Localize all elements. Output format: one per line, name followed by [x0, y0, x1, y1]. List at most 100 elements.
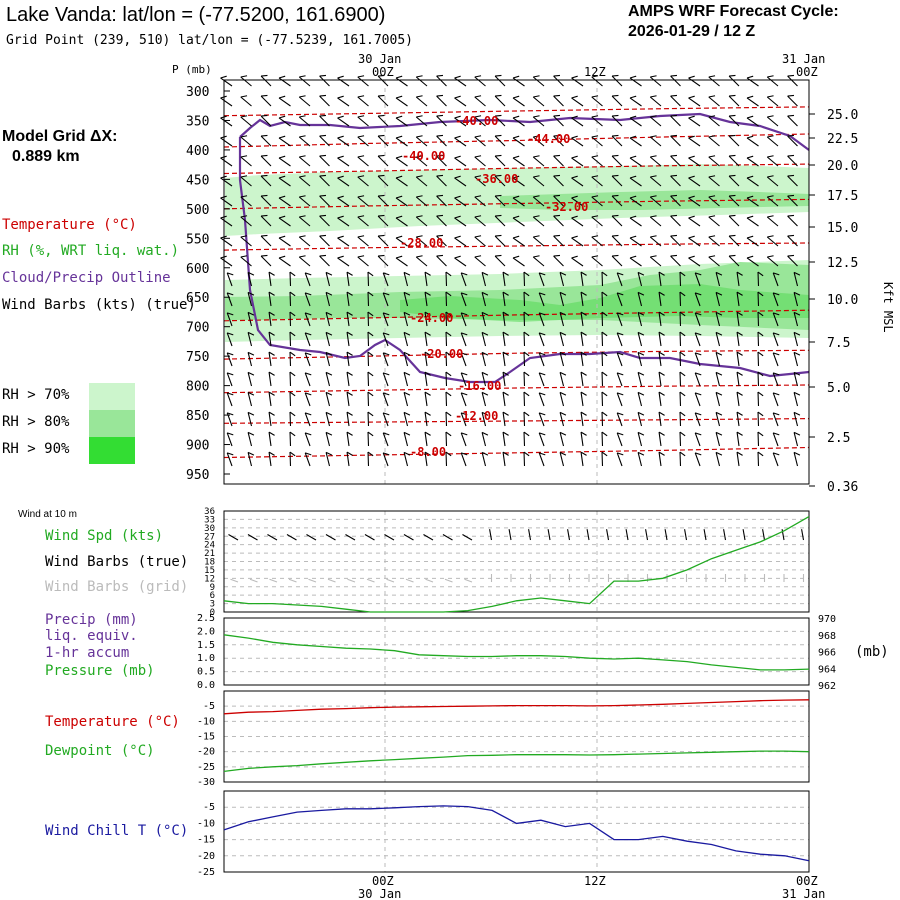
wind-barb — [403, 331, 411, 347]
wind-barb — [523, 451, 530, 467]
wind-barb-staff — [670, 75, 681, 87]
wind-barb — [247, 451, 255, 467]
wind10m-barb-staff — [345, 534, 356, 541]
wind-barb-staff — [559, 372, 565, 387]
wind-barb — [766, 175, 779, 187]
wind-barb-flag — [305, 272, 312, 276]
wind-barb-flag — [708, 115, 716, 118]
wind-barb — [325, 391, 333, 407]
wind-barb-flag — [436, 174, 444, 177]
wind-barb-flag — [454, 115, 461, 119]
wind-barb — [746, 135, 759, 147]
wind-barb — [532, 95, 545, 107]
wind-barb-staff — [298, 216, 311, 227]
wind-barb-staff — [460, 372, 467, 387]
wind-barb-staff — [357, 136, 369, 147]
wind-barb — [460, 432, 468, 447]
wind10m-barb-staff — [625, 529, 629, 541]
wind-barb-staff — [424, 352, 428, 367]
wind-barb-staff — [502, 452, 506, 467]
wind-barb — [247, 411, 255, 427]
wind-barb — [559, 291, 567, 307]
wind-barb-flag — [757, 391, 764, 397]
wind-barb-staff — [538, 392, 545, 407]
top-tick-00z-a: 00Z — [372, 65, 394, 79]
wind-barb — [559, 371, 567, 387]
wind-barb-flag — [346, 451, 353, 456]
wind-barb — [538, 332, 546, 347]
wind-barb-flag — [729, 194, 736, 197]
wind-barb — [367, 331, 374, 347]
wind-barb-flag — [268, 371, 275, 376]
wind-barb — [395, 175, 408, 187]
wind-barb-staff — [649, 156, 662, 167]
wind-barb — [377, 174, 389, 187]
wind-barb-staff — [298, 196, 311, 207]
wind-barb — [601, 391, 608, 407]
wind-barb-staff — [346, 272, 350, 287]
height-tick-label: 7.5 — [827, 336, 850, 351]
wind-barb-staff — [670, 215, 681, 227]
wind-barb-staff — [715, 452, 721, 467]
temperature-ytick-label: -30 — [197, 777, 215, 788]
wind-barb — [367, 431, 374, 447]
wind10m-barb-staff — [286, 534, 297, 541]
wind-barb-staff — [512, 117, 525, 127]
wind-barb — [538, 452, 546, 467]
wind-barb-staff — [415, 156, 428, 167]
legend-windchill: Wind Chill T (°C) — [45, 823, 189, 839]
wind-barb-flag — [416, 215, 423, 218]
wind-barb-staff — [337, 257, 350, 267]
wind-barb — [502, 451, 509, 467]
wind-barb — [649, 95, 662, 107]
wind-barb-staff — [382, 352, 389, 367]
wind-barb-flag — [502, 311, 509, 316]
wind-barb — [268, 291, 275, 307]
wind-barb — [736, 451, 743, 467]
wind-barb-staff — [415, 176, 428, 187]
wind10m-barb-staff — [664, 529, 668, 541]
wind10m-barb-staff — [442, 534, 453, 541]
wind-barb-flag — [559, 291, 567, 296]
wind-barb — [382, 272, 390, 287]
wind-barb-flag — [695, 312, 702, 316]
wind10m-barb-staff — [325, 534, 336, 541]
wind10m-ytick-label: 30 — [204, 524, 215, 534]
wind-barb — [538, 392, 546, 407]
wind10m-barb-staff — [567, 529, 571, 541]
wind-barb-staff — [240, 216, 252, 227]
wind-barb — [415, 75, 428, 87]
wind-barb — [424, 391, 431, 407]
wind-barb-flag — [612, 94, 619, 97]
wind-barb — [445, 431, 452, 447]
wind-barb-flag — [299, 95, 306, 98]
wind-barb-staff — [688, 77, 701, 87]
wind-barb-flag — [787, 114, 795, 117]
wind-barb — [220, 255, 233, 267]
wind-barb-flag — [773, 452, 780, 456]
wind-barb-staff — [454, 137, 467, 147]
wind-barb-flag — [247, 411, 255, 416]
wind-barb-staff — [460, 292, 467, 307]
wind-barb — [382, 332, 390, 347]
wind-barb — [757, 291, 764, 307]
isotherm-line — [223, 106, 810, 117]
wind-barb-staff — [553, 135, 564, 147]
wind-barb-flag — [278, 175, 286, 179]
wind-barb — [757, 371, 764, 387]
wind-barb — [240, 255, 252, 267]
wind-barb — [616, 432, 624, 447]
wind-barb-staff — [260, 75, 272, 87]
wind-barb — [532, 215, 545, 227]
wind-barb-staff — [460, 332, 467, 347]
wind-barb-staff — [502, 352, 506, 367]
wind10m-barb — [384, 534, 395, 541]
wind-barb-flag — [337, 95, 344, 99]
wind-barb-staff — [591, 116, 603, 127]
wind10m-ytick-label: 0 — [210, 608, 215, 618]
wind-barb-staff — [649, 176, 662, 187]
wind-barb-staff — [580, 432, 584, 447]
wind-barb-flag — [305, 392, 312, 396]
wind-barb — [436, 134, 447, 147]
wind-barb — [736, 291, 743, 307]
